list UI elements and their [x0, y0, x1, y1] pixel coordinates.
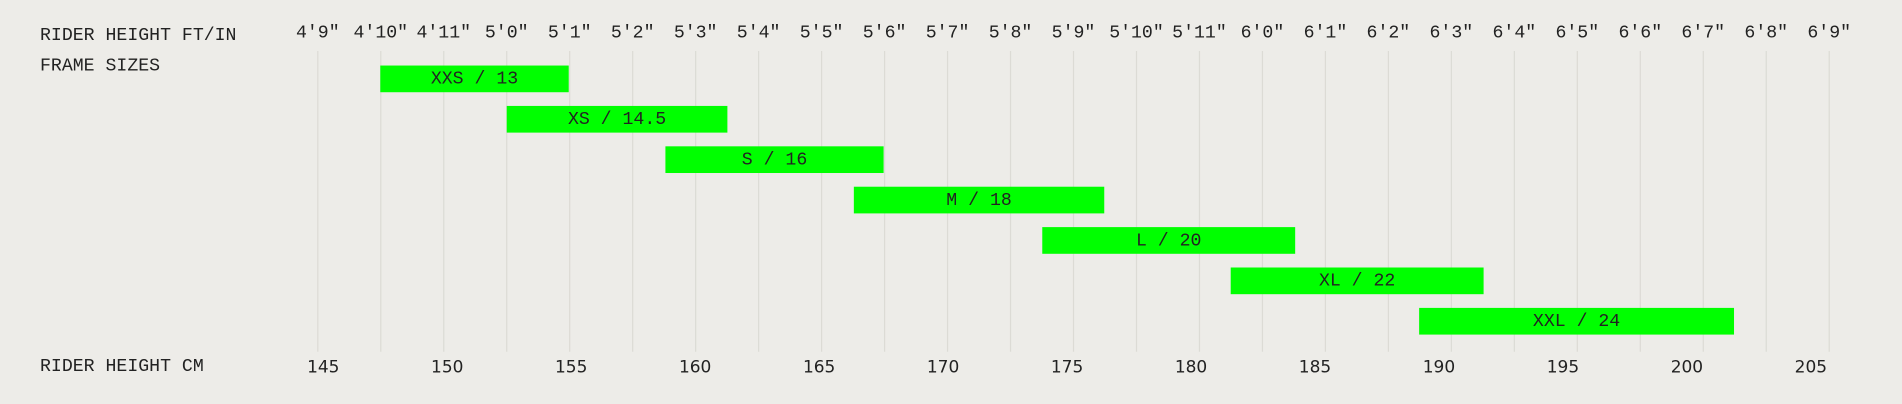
bar-label: M / 18: [946, 191, 1012, 211]
x2-tick-label: 6'1": [1304, 24, 1348, 44]
x2-tick-label: 4'9": [296, 24, 340, 44]
x2-tick-label: 4'10": [353, 24, 408, 44]
x2-tick-label: 5'6": [863, 24, 907, 44]
x-tick-label: 195: [1547, 358, 1579, 378]
bar: [665, 146, 884, 174]
bar: [506, 105, 728, 133]
x2-tick-label: 6'6": [1618, 24, 1662, 44]
x-tick-label: 170: [927, 358, 959, 378]
chart-title: RIDER HEIGHT FT/IN: [40, 26, 236, 46]
bar-label: L / 20: [1136, 231, 1202, 251]
x-tick-label: 145: [307, 358, 339, 378]
bar-label: S / 16: [742, 150, 807, 170]
x2-tick-label: 5'5": [800, 24, 844, 44]
bar-label: XXL / 24: [1533, 312, 1620, 332]
x-tick-label: 185: [1299, 358, 1331, 378]
bar-label: XS / 14.5: [568, 110, 666, 130]
x2-tick-label: 6'5": [1555, 24, 1599, 44]
bar-label: XL / 22: [1319, 272, 1395, 292]
x-tick-label: 205: [1795, 358, 1827, 378]
x2-tick-label: 5'4": [737, 24, 781, 44]
x2-tick-label: 6'3": [1430, 24, 1474, 44]
x2-tick-label: 6'7": [1681, 24, 1725, 44]
x2-tick-label: 6'4": [1493, 24, 1537, 44]
x2-tick-label: 5'3": [674, 24, 718, 44]
x-tick-label: 200: [1671, 358, 1703, 378]
bar: [1419, 307, 1735, 335]
x-tick-label: 175: [1051, 358, 1083, 378]
x-tick-label: 190: [1423, 358, 1455, 378]
x-tick-label: 165: [803, 358, 835, 378]
bar: [1230, 267, 1484, 295]
x2-tick-label: 5'10": [1109, 24, 1164, 44]
x2-tick-label: 5'0": [485, 24, 529, 44]
x2-tick-label: 6'9": [1807, 24, 1851, 44]
x-axis-label: RIDER HEIGHT CM: [40, 357, 204, 377]
bar: [853, 186, 1105, 214]
x2-tick-label: 5'7": [926, 24, 970, 44]
x2-tick-label: 6'8": [1744, 24, 1788, 44]
x-tick-label: 155: [555, 358, 587, 378]
bar-label: XXS / 13: [431, 70, 518, 90]
x-tick-label: 160: [679, 358, 711, 378]
chart-subtitle: FRAME SIZES: [40, 56, 160, 76]
x2-tick-label: 4'11": [416, 24, 471, 44]
x2-tick-label: 5'8": [989, 24, 1033, 44]
x2-tick-label: 6'2": [1367, 24, 1411, 44]
x-tick-label: 180: [1175, 358, 1207, 378]
x2-tick-label: 5'2": [611, 24, 655, 44]
x2-tick-label: 5'11": [1172, 24, 1227, 44]
x2-tick-label: 5'1": [548, 24, 592, 44]
x-tick-label: 150: [431, 358, 463, 378]
x2-tick-label: 6'0": [1241, 24, 1285, 44]
bar: [1042, 227, 1296, 254]
bar: [380, 65, 569, 93]
x2-tick-label: 5'9": [1052, 24, 1096, 44]
